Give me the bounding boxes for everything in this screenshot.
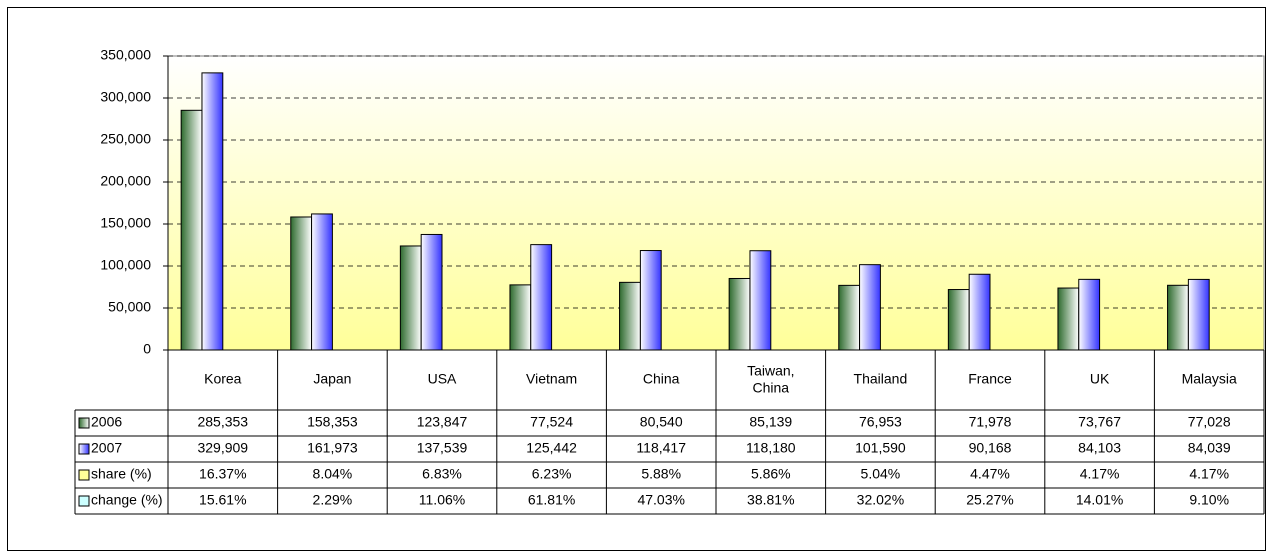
bar bbox=[180, 109, 203, 351]
bar bbox=[420, 233, 443, 351]
table-cell: 4.47% bbox=[970, 466, 1010, 482]
bar bbox=[838, 284, 861, 351]
table-cell: 38.81% bbox=[747, 492, 794, 508]
category-label: Thailand bbox=[854, 371, 908, 387]
table-cell: 73,767 bbox=[1078, 414, 1121, 430]
category-label: Taiwan, China bbox=[747, 362, 794, 395]
bar bbox=[619, 281, 641, 351]
y-tick-label: 50,000 bbox=[108, 299, 151, 315]
table-cell: 6.83% bbox=[422, 466, 462, 482]
bar bbox=[1057, 287, 1080, 351]
table-cell: 329,909 bbox=[197, 440, 248, 456]
bar bbox=[509, 284, 532, 351]
table-cell: 77,028 bbox=[1188, 414, 1231, 430]
y-tick-label: 0 bbox=[143, 341, 151, 357]
bar bbox=[968, 273, 991, 351]
bar bbox=[311, 213, 333, 351]
table-cell: 80,540 bbox=[640, 414, 683, 430]
table-cell: 9.10% bbox=[1189, 492, 1229, 508]
table-cell: 5.88% bbox=[641, 466, 681, 482]
table-cell: 76,953 bbox=[859, 414, 902, 430]
table-cell: 84,103 bbox=[1078, 440, 1121, 456]
table-cell: 25.27% bbox=[966, 492, 1013, 508]
bar bbox=[639, 250, 662, 351]
category-label: Korea bbox=[204, 371, 242, 387]
y-tick-label: 200,000 bbox=[100, 173, 151, 189]
table-cell: 90,168 bbox=[969, 440, 1012, 456]
bar bbox=[290, 216, 313, 351]
y-tick-label: 300,000 bbox=[100, 89, 151, 105]
legend-label: share (%) bbox=[91, 466, 152, 482]
category-label: USA bbox=[428, 371, 457, 387]
bar bbox=[1078, 278, 1101, 351]
legend-label: change (%) bbox=[91, 492, 163, 508]
table-cell: 5.04% bbox=[861, 466, 901, 482]
bar bbox=[749, 250, 772, 351]
table-cell: 16.37% bbox=[199, 466, 246, 482]
bar bbox=[399, 245, 422, 351]
table-cell: 4.17% bbox=[1080, 466, 1120, 482]
bar bbox=[1167, 284, 1189, 351]
table-cell: 285,353 bbox=[197, 414, 248, 430]
bar bbox=[1187, 278, 1210, 351]
y-tick-label: 150,000 bbox=[100, 215, 151, 231]
category-label: Vietnam bbox=[526, 371, 577, 387]
table-cell: 8.04% bbox=[313, 466, 353, 482]
bar bbox=[530, 244, 553, 351]
table-cell: 123,847 bbox=[417, 414, 468, 430]
table-cell: 118,417 bbox=[636, 440, 686, 456]
legend-swatch bbox=[78, 469, 90, 481]
y-tick-label: 350,000 bbox=[100, 47, 151, 63]
legend-swatch bbox=[78, 443, 90, 455]
bar bbox=[728, 277, 751, 351]
table-cell: 4.17% bbox=[1189, 466, 1229, 482]
table-cell: 6.23% bbox=[532, 466, 572, 482]
category-label: Japan bbox=[313, 371, 351, 387]
table-cell: 61.81% bbox=[528, 492, 575, 508]
y-tick-label: 250,000 bbox=[100, 131, 151, 147]
table-cell: 14.01% bbox=[1076, 492, 1123, 508]
table-cell: 71,978 bbox=[969, 414, 1012, 430]
table-cell: 137,539 bbox=[417, 440, 468, 456]
table-cell: 2.29% bbox=[313, 492, 353, 508]
legend-label: 2007 bbox=[91, 440, 122, 456]
category-label: Malaysia bbox=[1182, 371, 1237, 387]
legend-label: 2006 bbox=[91, 414, 122, 430]
bar bbox=[201, 72, 224, 351]
category-label: UK bbox=[1090, 371, 1110, 387]
bar bbox=[859, 264, 881, 351]
table-cell: 158,353 bbox=[307, 414, 358, 430]
table-cell: 85,139 bbox=[749, 414, 792, 430]
table-cell: 101,590 bbox=[855, 440, 906, 456]
bar bbox=[947, 289, 970, 351]
category-label: China bbox=[643, 371, 680, 387]
table-cell: 77,524 bbox=[530, 414, 573, 430]
table-cell: 32.02% bbox=[857, 492, 904, 508]
table-cell: 161,973 bbox=[307, 440, 358, 456]
legend-swatch bbox=[78, 417, 90, 429]
table-cell: 47.03% bbox=[637, 492, 684, 508]
table-cell: 5.86% bbox=[751, 466, 791, 482]
y-tick-label: 100,000 bbox=[100, 257, 151, 273]
table-cell: 15.61% bbox=[199, 492, 246, 508]
table-cell: 125,442 bbox=[526, 440, 577, 456]
table-cell: 84,039 bbox=[1188, 440, 1231, 456]
legend-swatch bbox=[78, 495, 90, 507]
category-label: France bbox=[968, 371, 1012, 387]
table-cell: 118,180 bbox=[746, 440, 796, 456]
table-cell: 11.06% bbox=[419, 492, 465, 508]
